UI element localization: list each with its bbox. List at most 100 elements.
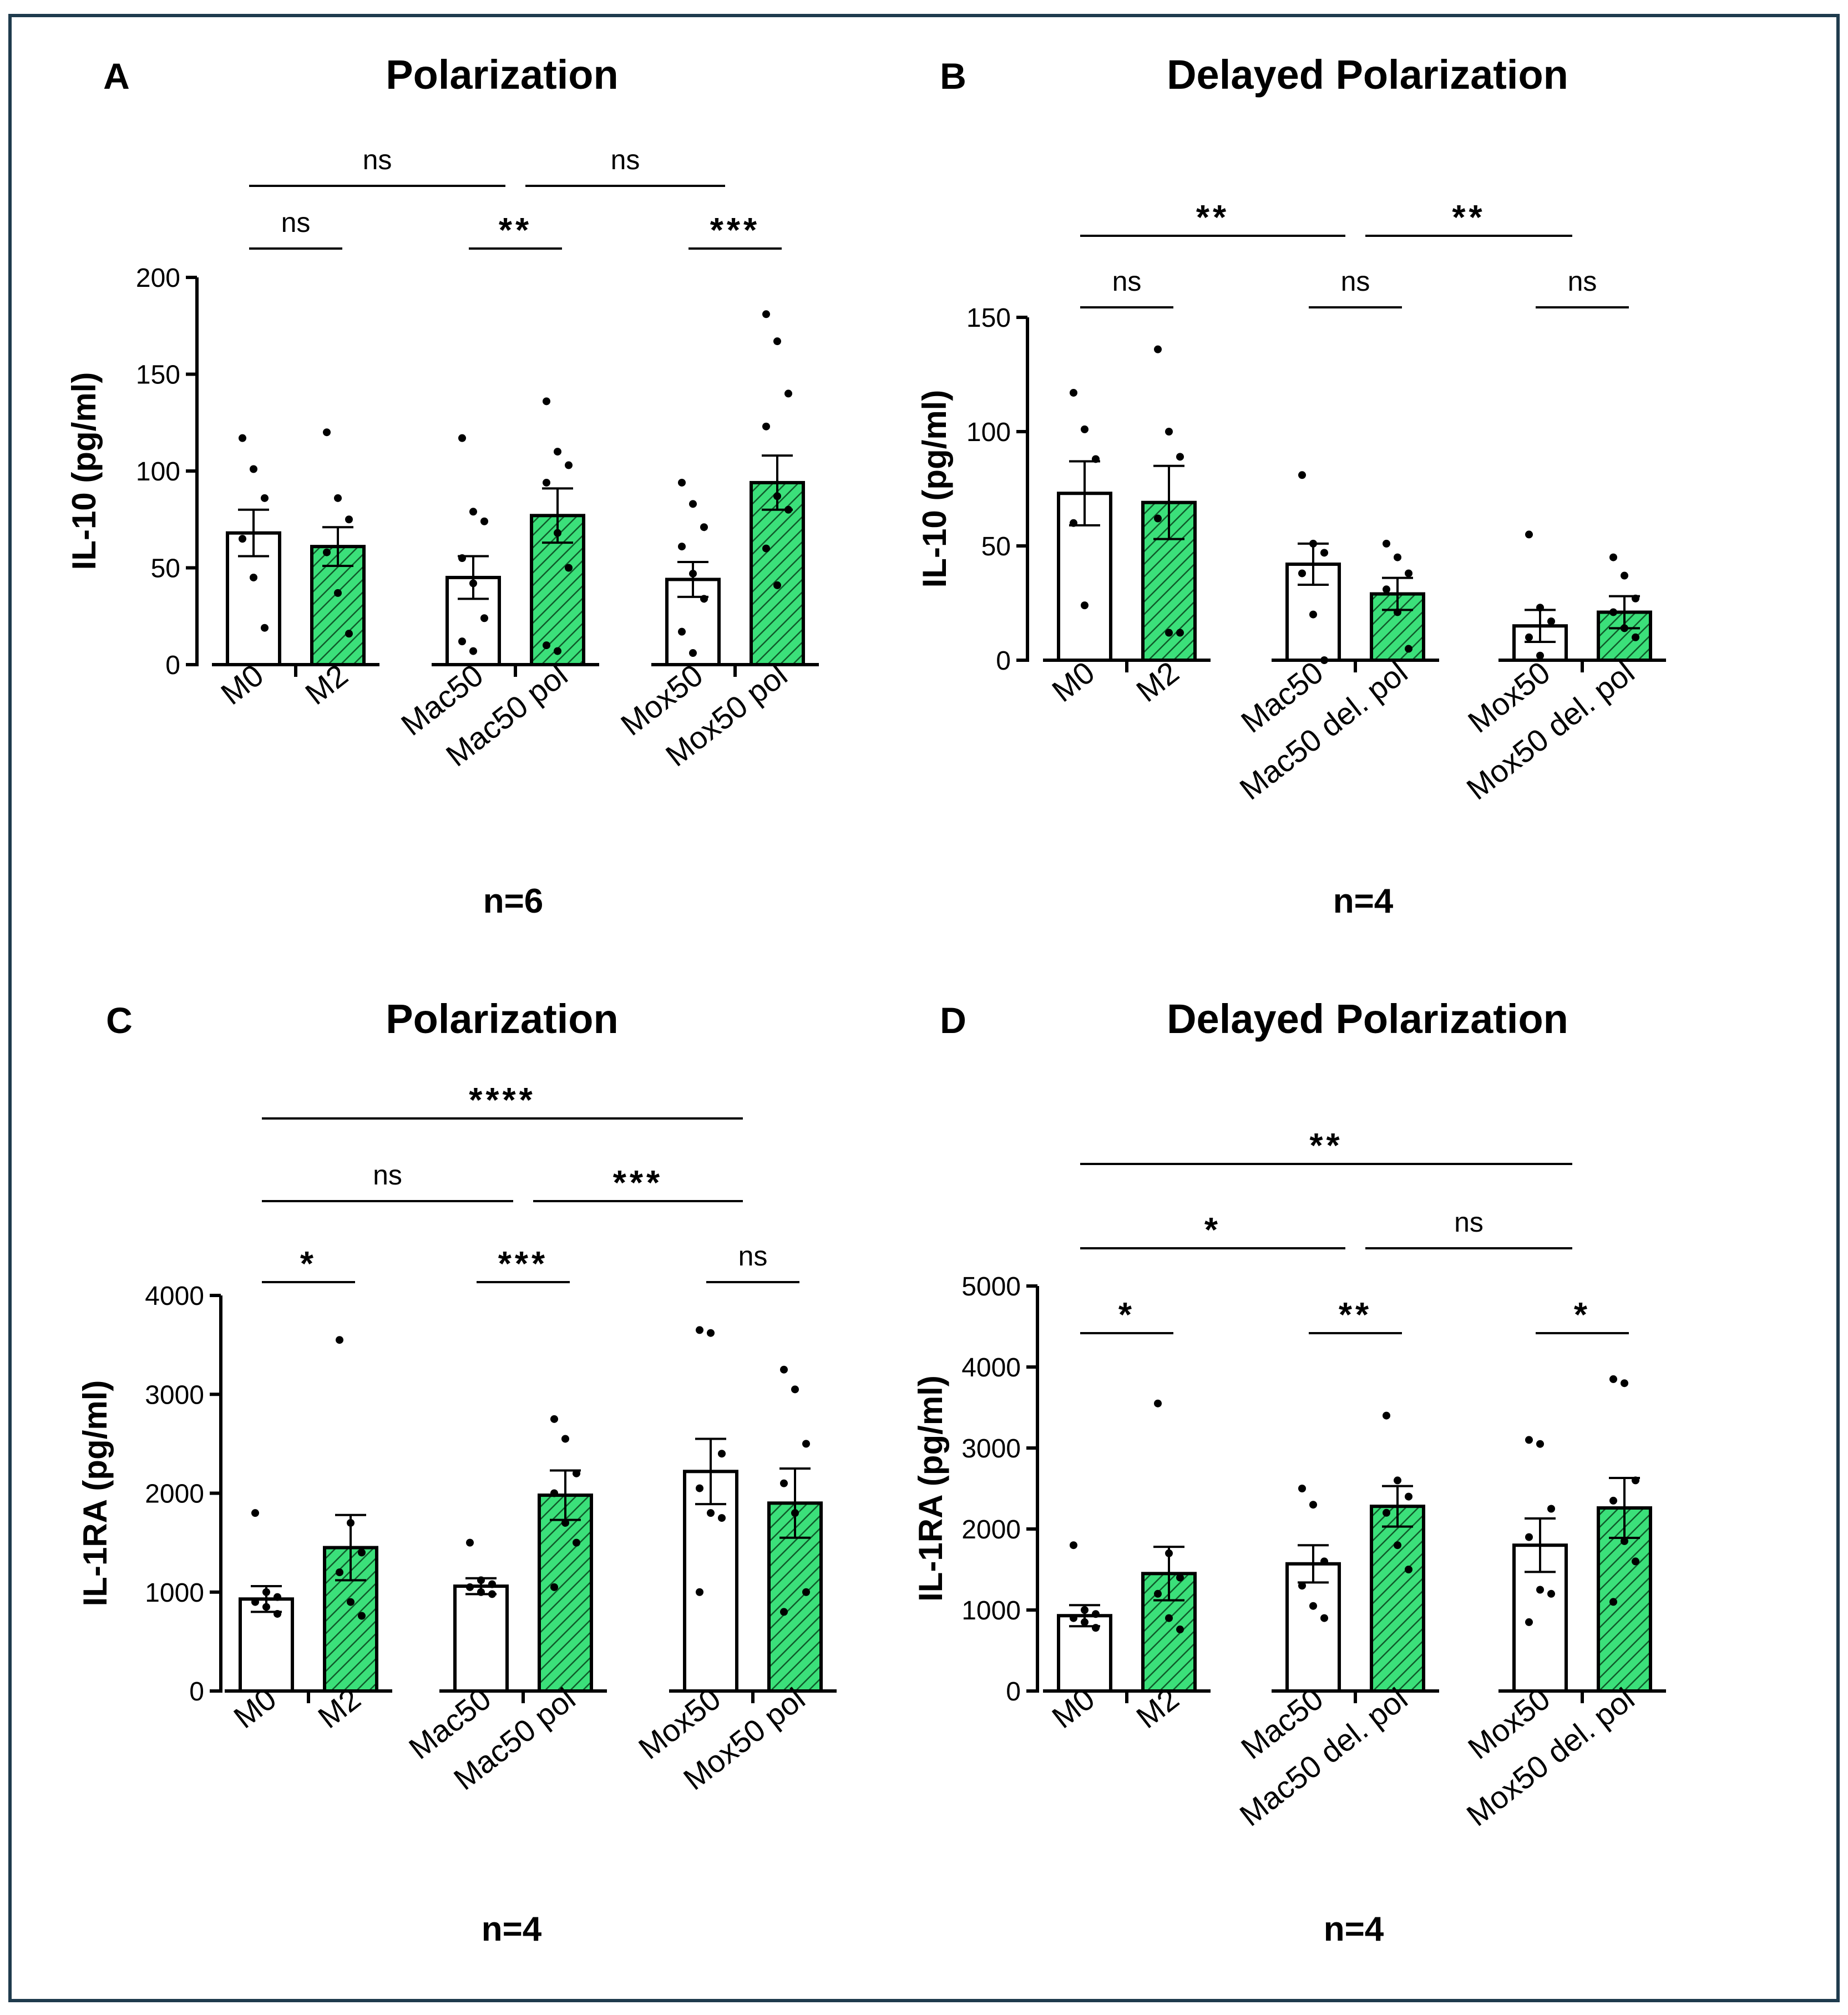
data-point xyxy=(543,397,550,406)
data-point xyxy=(565,564,573,572)
y-tick-label: 0 xyxy=(189,1677,204,1707)
data-point xyxy=(1309,610,1317,619)
x-tick-label: M0 xyxy=(1045,655,1101,709)
data-point xyxy=(466,1538,474,1547)
data-point xyxy=(488,1580,496,1588)
data-point xyxy=(773,581,781,589)
figure-border xyxy=(8,14,1840,2002)
bar xyxy=(1057,1614,1112,1693)
significance-label: ns xyxy=(1112,266,1142,297)
data-point xyxy=(262,1588,270,1596)
y-tick-label: 200 xyxy=(136,264,180,293)
data-point xyxy=(1525,1618,1533,1626)
data-point xyxy=(1320,1557,1328,1566)
data-point xyxy=(678,627,686,636)
bar xyxy=(683,1470,738,1693)
data-point xyxy=(802,1440,810,1448)
data-point xyxy=(1298,1582,1306,1590)
data-point xyxy=(1309,1501,1317,1509)
data-point xyxy=(334,589,342,597)
data-point xyxy=(1621,1379,1628,1388)
data-point xyxy=(1536,604,1544,612)
data-point xyxy=(1632,594,1639,603)
data-point xyxy=(1632,1557,1639,1566)
data-point xyxy=(1394,608,1401,616)
y-axis-label: IL-10 (pg/ml) xyxy=(65,372,103,570)
data-point xyxy=(1525,1533,1533,1541)
y-tick-label: 3000 xyxy=(961,1434,1021,1464)
panel-D: D Delayed Polarization 0 1000 2000 3000 4000 50… xyxy=(912,996,1666,1948)
data-point xyxy=(323,548,331,556)
data-point xyxy=(1547,1505,1555,1513)
significance-label: ns xyxy=(363,144,392,175)
data-point xyxy=(1320,549,1328,557)
y-tick-label: 2000 xyxy=(145,1480,204,1509)
data-point xyxy=(1536,651,1544,660)
significance-label: ns xyxy=(281,207,311,238)
data-point xyxy=(1176,629,1184,637)
data-point xyxy=(1070,519,1077,527)
data-point xyxy=(550,1583,558,1591)
data-point xyxy=(469,579,477,588)
y-tick-label: 4000 xyxy=(961,1353,1021,1383)
data-point xyxy=(1092,1610,1100,1618)
data-point xyxy=(762,544,770,553)
x-tick-label: M2 xyxy=(1130,655,1185,709)
data-point xyxy=(480,517,488,525)
data-point xyxy=(477,1588,485,1596)
data-point xyxy=(802,1588,810,1596)
data-point xyxy=(678,478,686,487)
data-point xyxy=(1081,601,1088,610)
data-point xyxy=(251,1509,259,1517)
data-point xyxy=(696,1484,703,1492)
data-point xyxy=(1383,1411,1390,1420)
data-point xyxy=(1298,569,1306,578)
data-point xyxy=(477,1576,485,1584)
y-axis-label: IL-10 (pg/ml) xyxy=(916,390,953,588)
y-tick-label: 50 xyxy=(981,532,1011,561)
data-point xyxy=(250,465,257,473)
significance-label: ** xyxy=(1452,199,1485,237)
data-point xyxy=(1394,1541,1401,1550)
panel-letter: B xyxy=(940,55,966,97)
data-point xyxy=(1176,453,1184,461)
data-point xyxy=(274,1609,281,1618)
data-point xyxy=(239,434,246,442)
data-point xyxy=(1092,455,1100,463)
y-tick-label: 150 xyxy=(136,361,180,390)
data-point xyxy=(773,492,781,500)
data-point xyxy=(345,515,353,524)
y-tick-label: 100 xyxy=(136,457,180,487)
sample-size-note: n=6 xyxy=(483,882,544,920)
data-point xyxy=(1547,617,1555,625)
y-tick-label: 3000 xyxy=(145,1380,204,1410)
panel-letter: D xyxy=(940,1000,966,1041)
data-point xyxy=(1547,1589,1555,1598)
data-point xyxy=(1405,1566,1412,1573)
y-tick-label: 0 xyxy=(165,651,180,680)
bar xyxy=(538,1493,593,1693)
y-axis-label: IL-1RA (pg/ml) xyxy=(77,1380,114,1607)
data-point xyxy=(1165,1614,1173,1622)
data-point xyxy=(458,637,466,646)
y-tick-label: 1000 xyxy=(961,1596,1021,1626)
data-point xyxy=(250,573,257,581)
data-point xyxy=(543,641,550,650)
significance-label: * xyxy=(1118,1296,1135,1334)
significance-label: * xyxy=(1574,1296,1591,1334)
data-point xyxy=(707,1509,715,1517)
data-point xyxy=(784,389,792,398)
y-axis-label: IL-1RA (pg/ml) xyxy=(912,1375,949,1602)
data-point xyxy=(1609,608,1617,616)
data-point xyxy=(1320,656,1328,664)
data-point xyxy=(261,624,269,632)
data-point xyxy=(1394,1476,1401,1485)
data-point xyxy=(358,1612,366,1620)
data-point xyxy=(1154,345,1162,353)
y-tick-label: 1000 xyxy=(145,1578,204,1608)
data-point xyxy=(334,494,342,502)
data-point xyxy=(696,1588,703,1596)
significance-label: **** xyxy=(469,1081,536,1120)
